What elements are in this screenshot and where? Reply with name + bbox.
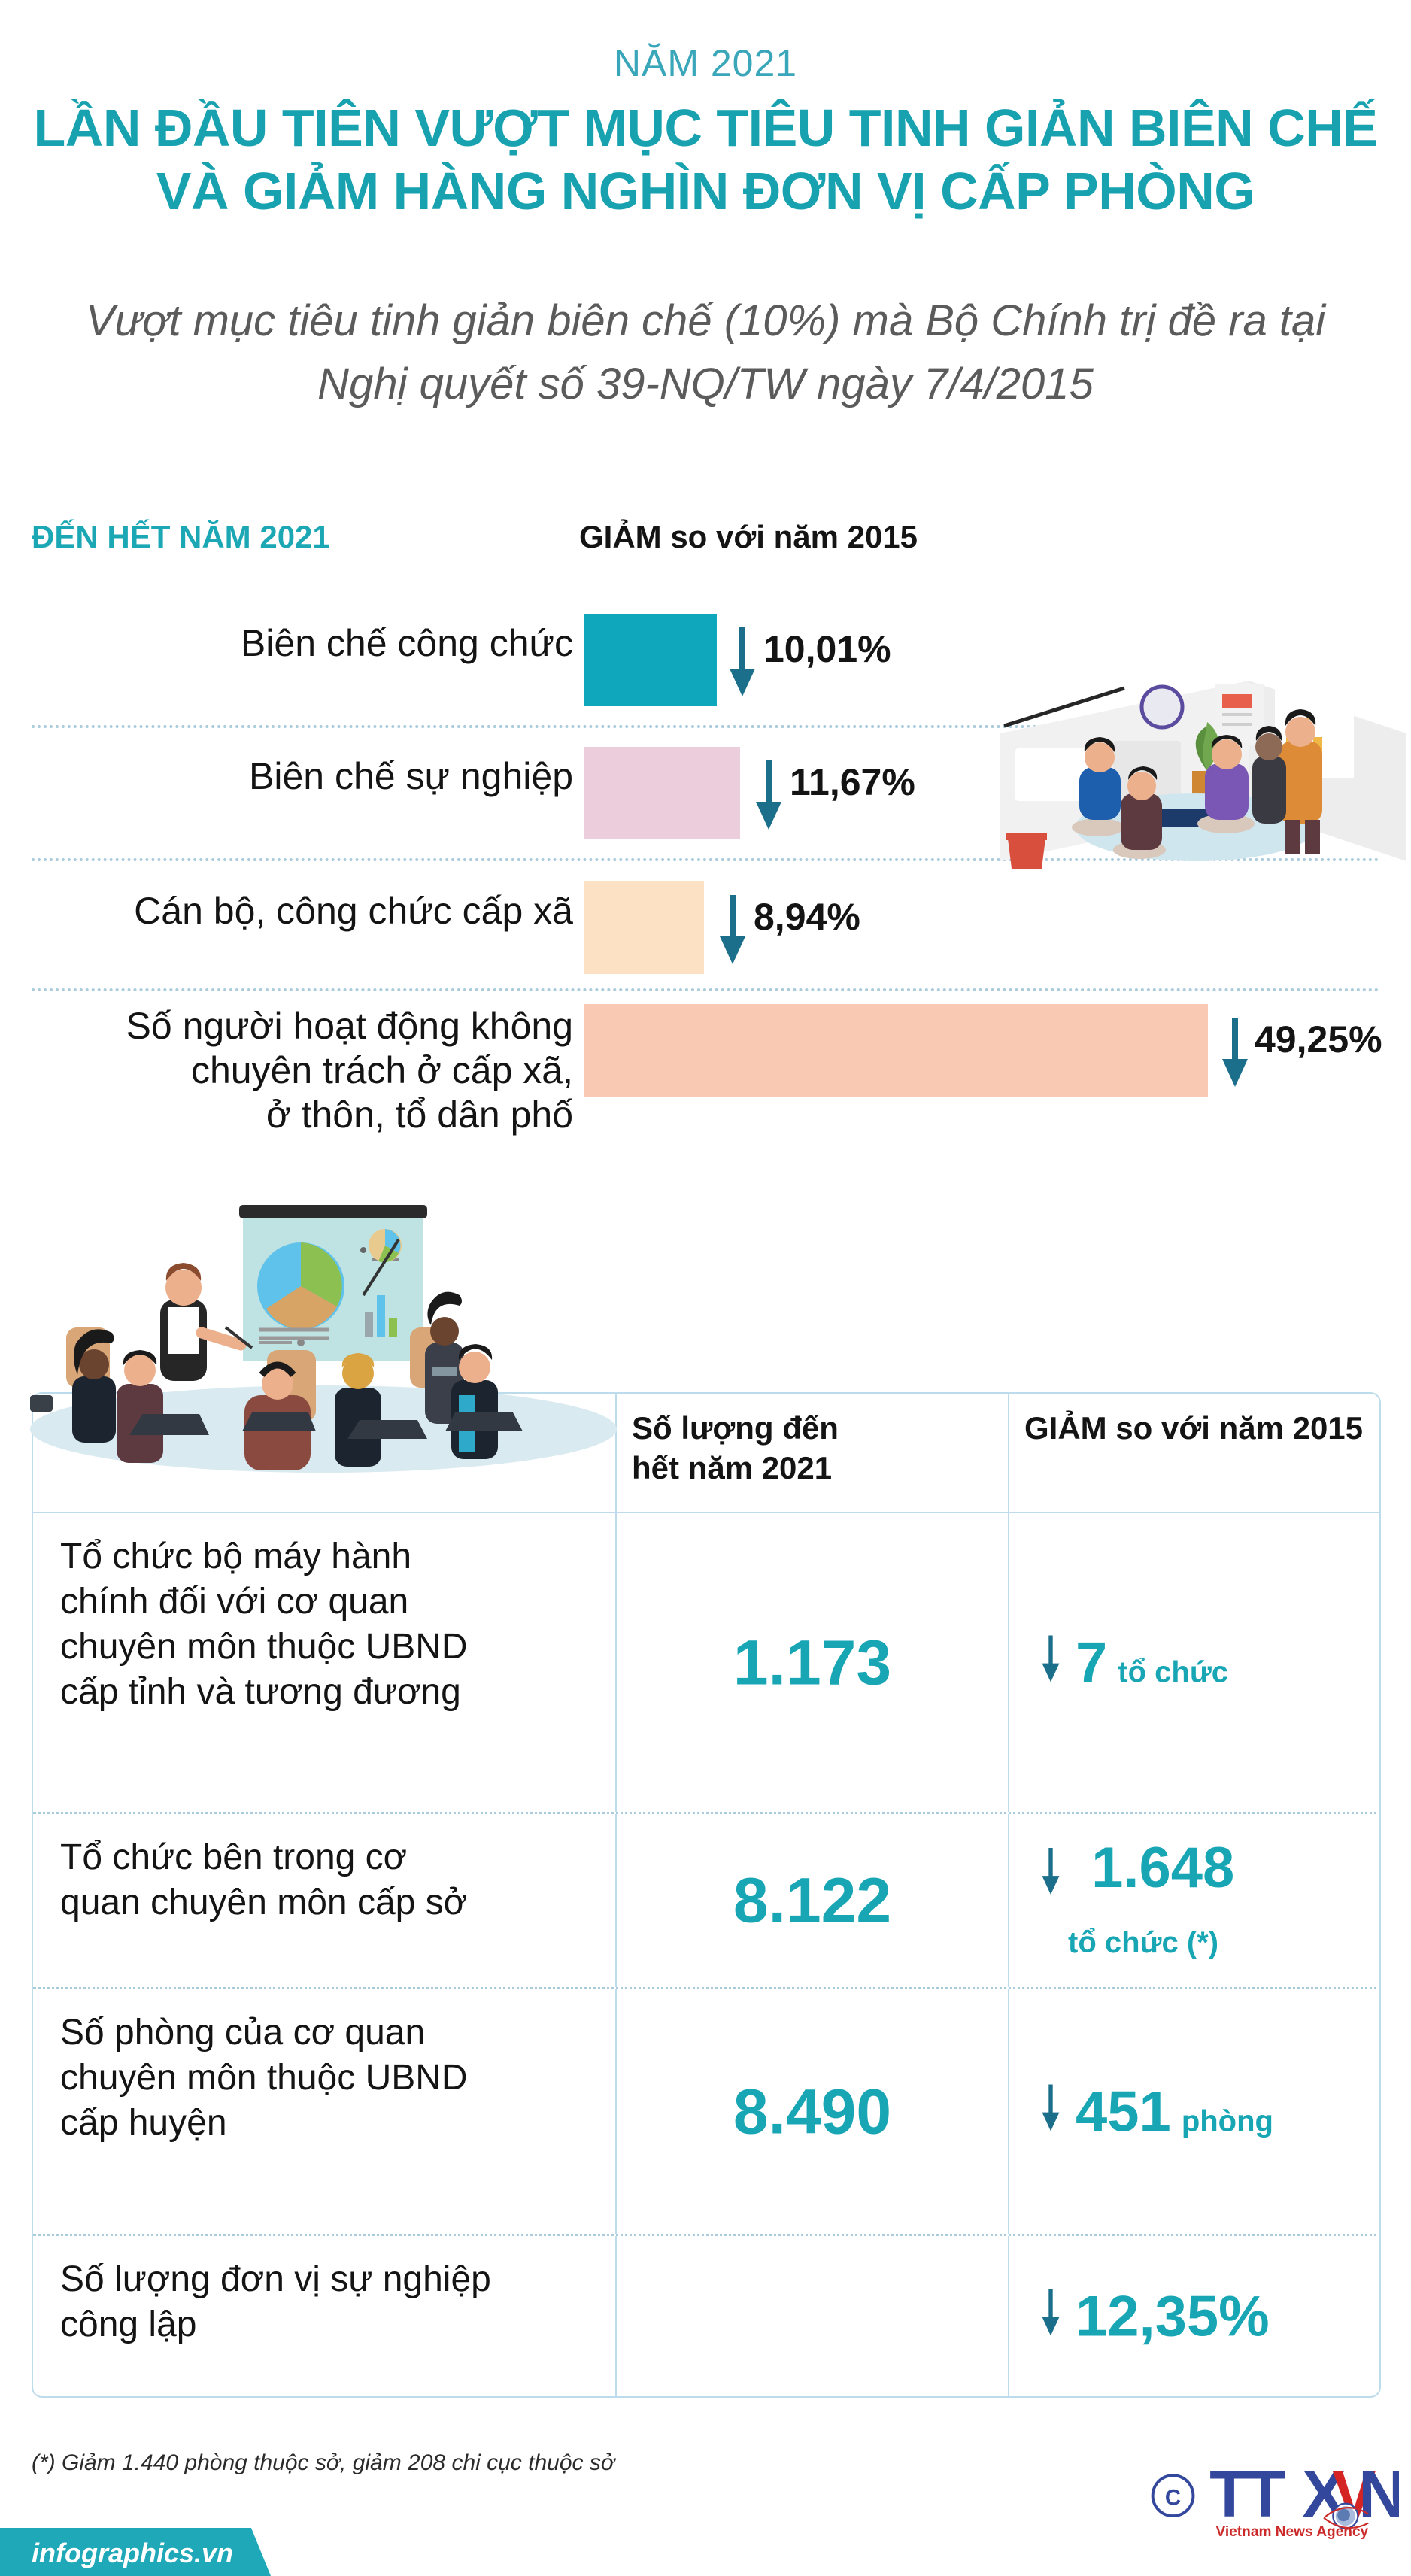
svg-text:C: C: [1165, 2485, 1181, 2510]
svg-text:TT: TT: [1209, 2458, 1285, 2531]
svg-text:Vietnam News Agency: Vietnam News Agency: [1215, 2524, 1368, 2540]
svg-text:N: N: [1358, 2458, 1399, 2531]
